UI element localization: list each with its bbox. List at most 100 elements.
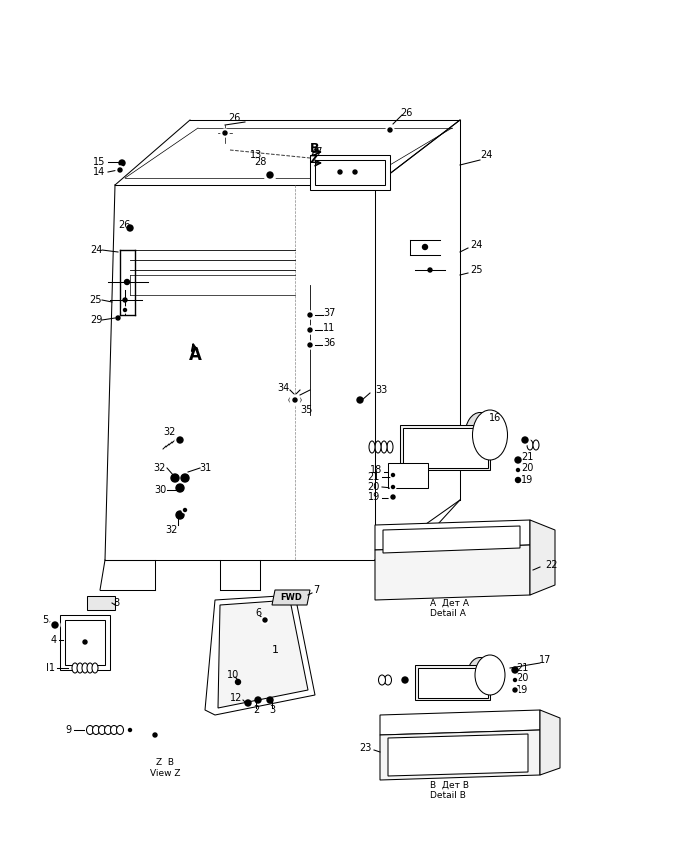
Ellipse shape <box>465 412 495 458</box>
Text: 32: 32 <box>154 463 166 473</box>
Circle shape <box>308 328 312 332</box>
Text: 21: 21 <box>516 663 528 673</box>
Text: 11: 11 <box>323 323 335 333</box>
Circle shape <box>357 397 363 403</box>
Ellipse shape <box>379 675 385 685</box>
Circle shape <box>513 688 517 692</box>
Circle shape <box>389 493 397 501</box>
Polygon shape <box>383 526 520 553</box>
Circle shape <box>116 166 124 174</box>
Circle shape <box>390 484 396 490</box>
Text: 25: 25 <box>470 265 482 275</box>
Circle shape <box>350 167 360 177</box>
Circle shape <box>514 476 522 484</box>
Polygon shape <box>272 590 310 605</box>
Text: 26: 26 <box>118 220 130 230</box>
Text: 1: 1 <box>271 645 278 655</box>
Circle shape <box>293 398 297 402</box>
Circle shape <box>520 435 530 445</box>
Text: Z  В
View Z: Z В View Z <box>149 758 180 777</box>
Circle shape <box>245 700 251 706</box>
Text: 29: 29 <box>90 315 102 325</box>
Circle shape <box>127 225 133 231</box>
Circle shape <box>516 469 520 471</box>
Circle shape <box>263 618 267 622</box>
Circle shape <box>267 172 273 178</box>
Polygon shape <box>380 730 540 780</box>
Polygon shape <box>380 710 540 735</box>
Circle shape <box>522 437 528 443</box>
Text: 23: 23 <box>360 743 372 753</box>
Text: 32: 32 <box>164 427 176 437</box>
Bar <box>310 155 390 190</box>
Ellipse shape <box>82 663 88 673</box>
Ellipse shape <box>473 410 507 460</box>
Circle shape <box>392 486 394 488</box>
Bar <box>65 620 105 665</box>
Circle shape <box>392 474 394 476</box>
Bar <box>415 665 490 700</box>
Text: A  Дет A
Detail A: A Дет A Detail A <box>430 598 469 618</box>
Text: 10: 10 <box>227 670 239 680</box>
Circle shape <box>386 126 394 134</box>
Circle shape <box>221 129 229 137</box>
Circle shape <box>335 167 345 177</box>
Circle shape <box>151 731 159 739</box>
Bar <box>388 463 428 488</box>
Text: 26: 26 <box>228 113 240 123</box>
Circle shape <box>306 311 314 319</box>
Circle shape <box>127 727 133 733</box>
Text: 20: 20 <box>521 463 534 473</box>
Circle shape <box>125 279 129 285</box>
Text: 24: 24 <box>480 150 493 160</box>
Polygon shape <box>218 600 308 708</box>
Text: 22: 22 <box>545 560 558 570</box>
Circle shape <box>148 728 162 742</box>
Text: A: A <box>188 346 201 364</box>
Circle shape <box>308 313 312 317</box>
Ellipse shape <box>93 726 100 734</box>
Circle shape <box>223 131 227 135</box>
Text: 2: 2 <box>253 705 259 715</box>
Circle shape <box>390 472 396 478</box>
Ellipse shape <box>77 663 83 673</box>
Text: 4: 4 <box>51 635 57 645</box>
Bar <box>400 425 490 470</box>
Circle shape <box>261 616 269 624</box>
Circle shape <box>267 697 273 703</box>
Circle shape <box>515 467 521 473</box>
Text: 30: 30 <box>154 485 166 495</box>
Text: I1: I1 <box>46 663 55 673</box>
Text: 19: 19 <box>516 685 528 695</box>
Circle shape <box>235 680 241 685</box>
Circle shape <box>182 507 188 513</box>
Text: FWD: FWD <box>280 592 302 602</box>
Circle shape <box>402 677 408 683</box>
Text: 13: 13 <box>250 150 262 160</box>
Text: 3: 3 <box>269 705 275 715</box>
Text: 7: 7 <box>313 585 319 595</box>
Circle shape <box>177 437 183 443</box>
Ellipse shape <box>468 657 493 692</box>
Circle shape <box>171 474 179 482</box>
Circle shape <box>255 697 261 703</box>
Bar <box>418 668 488 698</box>
Text: 27: 27 <box>310 147 322 157</box>
Text: 15: 15 <box>93 157 105 167</box>
Text: 14: 14 <box>93 167 105 177</box>
Circle shape <box>116 316 120 320</box>
Circle shape <box>176 484 184 492</box>
Text: 21: 21 <box>521 452 534 462</box>
Text: 18: 18 <box>370 465 382 475</box>
Circle shape <box>391 495 395 499</box>
Polygon shape <box>540 710 560 775</box>
Ellipse shape <box>116 726 123 734</box>
Ellipse shape <box>289 397 301 404</box>
Circle shape <box>123 298 127 302</box>
Text: 26: 26 <box>400 108 412 118</box>
Polygon shape <box>375 520 530 550</box>
Text: 19: 19 <box>367 492 380 502</box>
Ellipse shape <box>87 663 93 673</box>
Circle shape <box>306 341 314 349</box>
Polygon shape <box>205 595 315 715</box>
